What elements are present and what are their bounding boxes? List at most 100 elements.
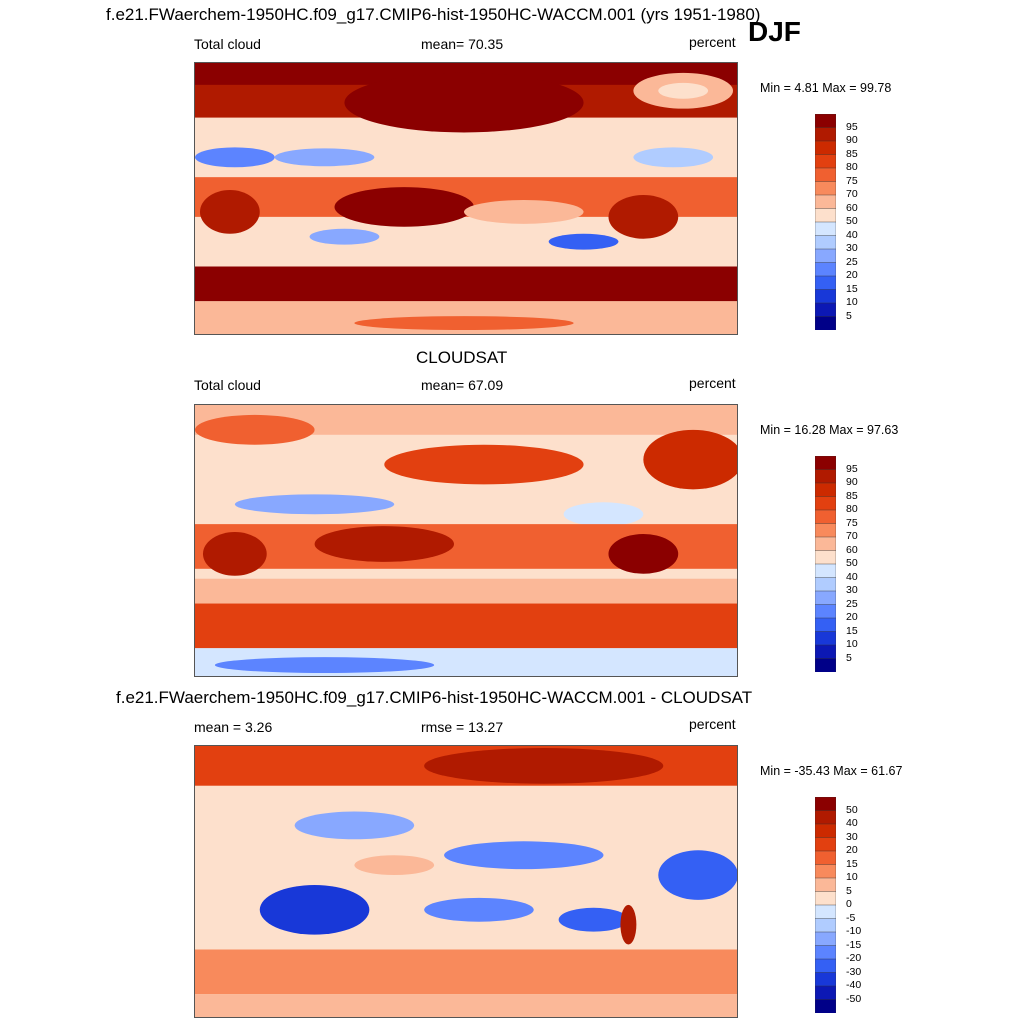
colorbar-swatch	[815, 316, 836, 330]
colorbar-swatch	[815, 563, 836, 579]
panel-2-map	[194, 404, 738, 677]
colorbar-swatch	[815, 275, 836, 291]
colorbar-swatch	[815, 850, 836, 866]
colorbar-tick-label: 50	[846, 215, 858, 227]
panel-2-colorbar	[815, 456, 836, 672]
colorbar-swatch	[815, 181, 836, 196]
colorbar-swatch	[815, 140, 836, 156]
colorbar-tick-label: 70	[846, 530, 858, 542]
colorbar-tick-label: 40	[846, 570, 858, 583]
colorbar-tick-label: 20	[846, 611, 858, 623]
colorbar-tick-label: 15	[846, 282, 858, 295]
colorbar-tick-label: 80	[846, 503, 858, 515]
colorbar-swatch	[815, 235, 836, 250]
colorbar-tick-label: -15	[846, 938, 862, 951]
colorbar-tick-label: 50	[846, 557, 858, 569]
colorbar-tick-label: 85	[846, 147, 858, 160]
colorbar-swatch	[815, 877, 836, 893]
colorbar-swatch	[815, 972, 836, 987]
panel-3-units: percent	[689, 716, 736, 732]
colorbar-swatch	[815, 289, 836, 304]
colorbar-tick-label: 30	[846, 584, 858, 596]
colorbar-tick-label: 75	[846, 174, 858, 187]
colorbar-swatch	[815, 999, 836, 1013]
colorbar-tick-label: 10	[846, 638, 858, 650]
colorbar-swatch	[815, 617, 836, 633]
colorbar-tick-label: 70	[846, 188, 858, 200]
panel-2-mean: mean= 67.09	[421, 377, 504, 393]
colorbar-swatch	[815, 823, 836, 839]
panel-1-mean: mean= 70.35	[421, 36, 504, 52]
colorbar-tick-label: 20	[846, 269, 858, 281]
panel-3-map	[194, 745, 738, 1018]
panel-3-minmax: Min = -35.43 Max = 61.67	[760, 764, 903, 778]
colorbar-tick-label: -40	[846, 979, 862, 991]
colorbar-tick-label: 50	[846, 803, 858, 816]
colorbar-tick-label: 60	[846, 543, 858, 556]
colorbar-tick-label: 25	[846, 597, 858, 610]
colorbar-tick-label: -10	[846, 925, 862, 937]
panel-3-mean: mean = 3.26	[194, 719, 273, 735]
colorbar-tick-label: 90	[846, 476, 858, 488]
colorbar-swatch	[815, 864, 836, 879]
colorbar-swatch	[815, 496, 836, 511]
colorbar-swatch	[815, 208, 836, 223]
panel-3-rmse: rmse = 13.27	[421, 719, 504, 735]
colorbar-swatch	[815, 248, 836, 264]
colorbar-swatch	[815, 167, 836, 183]
colorbar-swatch	[815, 604, 836, 619]
panel-1-minmax: Min = 4.81 Max = 99.78	[760, 81, 892, 95]
colorbar-swatch	[815, 590, 836, 606]
colorbar-swatch	[815, 154, 836, 169]
colorbar-tick-label: 0	[846, 898, 852, 910]
colorbar-tick-label: 15	[846, 624, 858, 637]
colorbar-swatch	[815, 810, 836, 825]
panel-2-field	[195, 405, 737, 676]
panel-1-units: percent	[689, 34, 736, 50]
colorbar-swatch	[815, 536, 836, 552]
panel-1-map	[194, 62, 738, 335]
colorbar-tick-label: 5	[846, 309, 852, 322]
panel-2-minmax: Min = 16.28 Max = 97.63	[760, 423, 899, 437]
colorbar-tick-label: 15	[846, 857, 858, 870]
panel-2-title: CLOUDSAT	[416, 348, 508, 367]
colorbar-swatch	[815, 797, 836, 812]
colorbar-tick-label: 10	[846, 871, 858, 883]
colorbar-swatch	[815, 482, 836, 498]
colorbar-tick-label: 85	[846, 489, 858, 502]
panel-2-units: percent	[689, 375, 736, 391]
colorbar-swatch	[815, 644, 836, 660]
main-title: f.e21.FWaerchem-1950HC.f09_g17.CMIP6-his…	[106, 5, 761, 24]
colorbar-swatch	[815, 509, 836, 525]
colorbar-tick-label: 25	[846, 255, 858, 268]
colorbar-swatch	[815, 985, 836, 1001]
panel-2-colorbar-swatches	[815, 456, 836, 672]
colorbar-tick-label: 40	[846, 228, 858, 241]
colorbar-swatch	[815, 931, 836, 947]
colorbar-swatch	[815, 958, 836, 974]
panel-1-variable: Total cloud	[194, 36, 261, 52]
colorbar-swatch	[815, 221, 836, 237]
colorbar-swatch	[815, 194, 836, 210]
colorbar-tick-label: -30	[846, 965, 862, 978]
colorbar-tick-label: 30	[846, 830, 858, 843]
colorbar-swatch	[815, 891, 836, 906]
colorbar-tick-label: 90	[846, 134, 858, 146]
colorbar-swatch	[815, 127, 836, 142]
colorbar-tick-label: 40	[846, 817, 858, 829]
panel-3-colorbar	[815, 797, 836, 1013]
colorbar-swatch	[815, 837, 836, 852]
colorbar-tick-label: -20	[846, 952, 862, 964]
season-label: DJF	[748, 16, 801, 47]
colorbar-swatch	[815, 945, 836, 960]
colorbar-tick-label: 95	[846, 462, 858, 475]
panel-1-colorbar-swatches	[815, 114, 836, 330]
colorbar-swatch	[815, 114, 836, 129]
colorbar-tick-label: 60	[846, 201, 858, 214]
colorbar-swatch	[815, 918, 836, 933]
colorbar-tick-label: 80	[846, 161, 858, 173]
colorbar-tick-label: 20	[846, 844, 858, 856]
panel-1-colorbar	[815, 114, 836, 330]
colorbar-swatch	[815, 658, 836, 672]
colorbar-swatch	[815, 550, 836, 565]
